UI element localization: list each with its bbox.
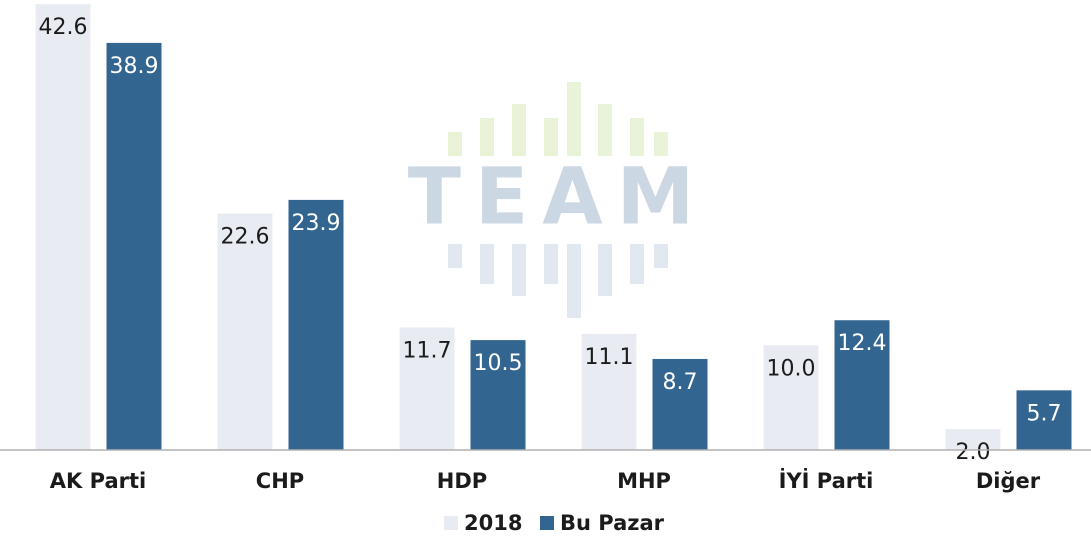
legend-label: 2018	[464, 511, 522, 535]
bar	[35, 4, 91, 451]
x-tick-label: AK Parti	[50, 469, 146, 493]
bar	[106, 42, 162, 450]
value-label: 38.9	[110, 54, 159, 79]
value-label: 23.9	[292, 211, 341, 236]
bar	[652, 358, 708, 450]
x-tick-label: HDP	[437, 469, 487, 493]
bar	[763, 345, 819, 450]
legend-label: Bu Pazar	[560, 511, 665, 535]
value-label: 22.6	[221, 224, 270, 249]
bar	[945, 429, 1001, 450]
x-tick-label: CHP	[256, 469, 304, 493]
x-tick-label: Diğer	[976, 469, 1041, 493]
value-label: 8.7	[663, 370, 698, 395]
bar	[834, 320, 890, 450]
watermark-logo	[448, 82, 668, 318]
value-label: 12.4	[838, 331, 887, 356]
bar	[217, 213, 273, 450]
value-label: 2.0	[956, 440, 991, 465]
watermark: TEAM	[408, 152, 708, 242]
bar	[1016, 390, 1072, 450]
bar	[288, 199, 344, 450]
x-tick-label: MHP	[617, 469, 671, 493]
legend-swatch	[444, 516, 458, 530]
legend-swatch	[540, 516, 554, 530]
value-label: 10.0	[767, 356, 816, 381]
value-label: 10.5	[474, 351, 523, 376]
bar	[470, 340, 526, 450]
bar	[581, 333, 637, 450]
value-label: 11.7	[403, 339, 452, 364]
bar	[399, 327, 455, 450]
x-tick-label: İYİ Parti	[779, 468, 874, 493]
value-label: 42.6	[39, 15, 88, 40]
value-label: 11.1	[585, 345, 634, 370]
value-label: 5.7	[1027, 401, 1062, 426]
